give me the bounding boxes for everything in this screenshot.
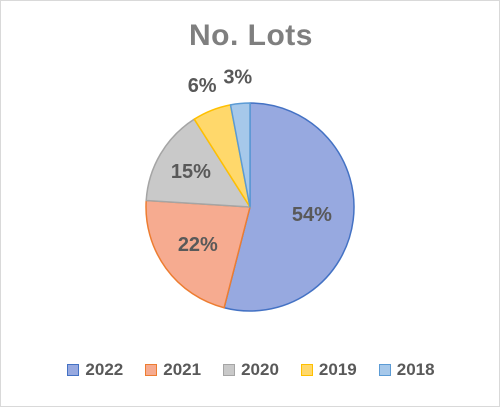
data-label-2018: 3% bbox=[223, 67, 252, 89]
legend-item-2018: 2018 bbox=[378, 360, 435, 380]
data-label-2019: 6% bbox=[188, 75, 217, 97]
legend-item-2022: 2022 bbox=[67, 360, 123, 380]
legend-swatch-2021 bbox=[145, 364, 158, 376]
pie-slice-2021 bbox=[145, 199, 251, 309]
legend-swatch-2022 bbox=[67, 364, 80, 376]
legend-item-2020: 2020 bbox=[223, 360, 279, 380]
legend-label-2022: 2022 bbox=[85, 360, 124, 379]
legend-swatch-2019 bbox=[300, 364, 313, 376]
pie-slice-2022 bbox=[223, 102, 355, 312]
legend-swatch-2020 bbox=[223, 364, 236, 376]
legend-swatch-2018 bbox=[378, 364, 391, 376]
legend-label-2018: 2018 bbox=[396, 360, 435, 379]
data-label-2022: 54% bbox=[292, 204, 332, 226]
legend-label-2021: 2021 bbox=[163, 360, 202, 379]
legend: 2022 2021 2020 2019 2018 bbox=[1, 360, 500, 380]
pie-slice-2018 bbox=[229, 102, 251, 208]
legend-item-2021: 2021 bbox=[145, 360, 201, 380]
legend-item-2019: 2019 bbox=[300, 360, 357, 380]
legend-label-2020: 2020 bbox=[241, 360, 279, 379]
data-label-2021: 22% bbox=[178, 234, 218, 256]
pie-slice-2020 bbox=[145, 118, 251, 208]
legend-label-2019: 2019 bbox=[318, 360, 357, 379]
chart-title: No. Lots bbox=[189, 19, 313, 52]
data-label-2020: 15% bbox=[171, 161, 211, 183]
